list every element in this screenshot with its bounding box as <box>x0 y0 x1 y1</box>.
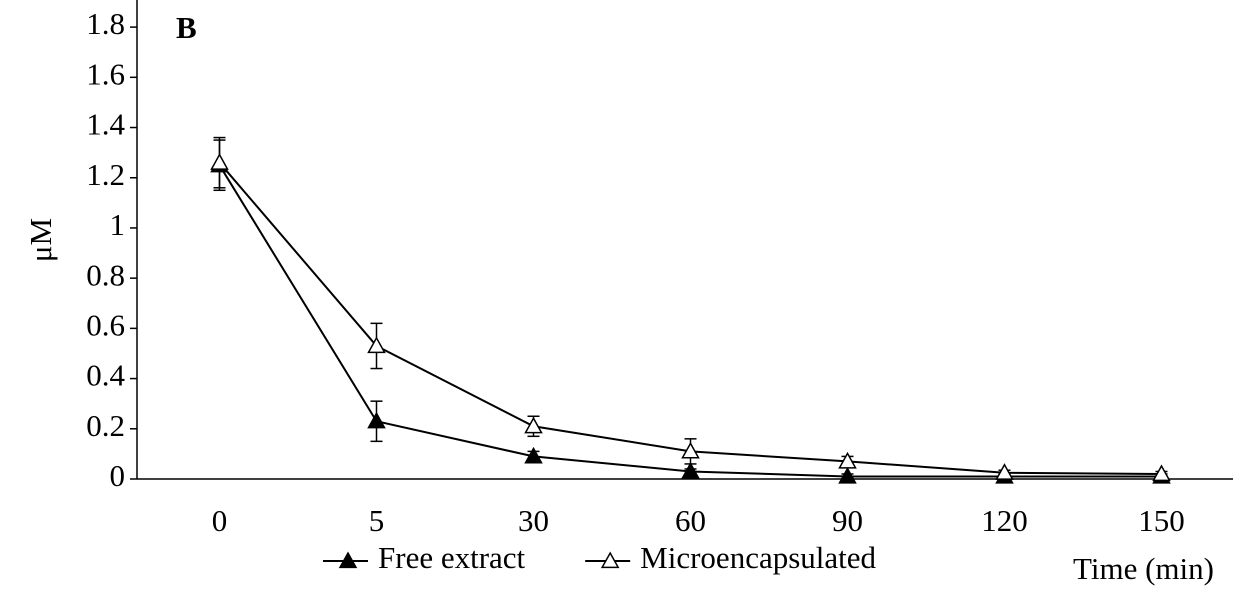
x-tick-label: 5 <box>369 503 385 538</box>
x-tick-label: 30 <box>518 503 549 538</box>
y-tick-label: 0.2 <box>86 408 125 443</box>
y-tick-label: 1.8 <box>86 6 125 41</box>
chart-title: B <box>176 10 197 45</box>
legend-marker <box>338 551 358 569</box>
y-tick-label: 1.4 <box>86 107 125 142</box>
y-tick-label: 0.6 <box>86 307 125 342</box>
marker <box>838 451 857 469</box>
y-tick-label: 1 <box>110 207 126 242</box>
legend-marker <box>600 551 620 569</box>
x-tick-label: 120 <box>981 503 1028 538</box>
marker <box>838 466 857 484</box>
y-axis-label: μM <box>23 218 58 262</box>
marker <box>681 441 700 459</box>
x-axis-label: Time (min) <box>1073 551 1214 586</box>
y-tick-label: 0.4 <box>86 358 125 393</box>
legend-label: Microencapsulated <box>640 540 876 575</box>
series-line <box>218 164 1162 478</box>
legend-label: Free extract <box>378 540 526 575</box>
marker <box>367 336 386 354</box>
marker <box>1152 464 1171 482</box>
marker <box>210 153 229 170</box>
marker <box>681 461 700 479</box>
marker <box>524 416 543 434</box>
y-tick-label: 0.8 <box>86 257 125 292</box>
y-tick-label: 1.6 <box>86 56 125 91</box>
marker <box>367 411 386 429</box>
x-tick-label: 0 <box>212 503 228 538</box>
x-tick-label: 150 <box>1138 503 1185 538</box>
marker <box>524 446 543 464</box>
y-tick-label: 0 <box>110 458 126 493</box>
marker <box>995 463 1014 480</box>
y-tick-label: 1.2 <box>86 157 125 192</box>
series-line <box>218 162 1162 475</box>
x-tick-label: 60 <box>675 503 706 538</box>
x-tick-label: 90 <box>832 503 863 538</box>
